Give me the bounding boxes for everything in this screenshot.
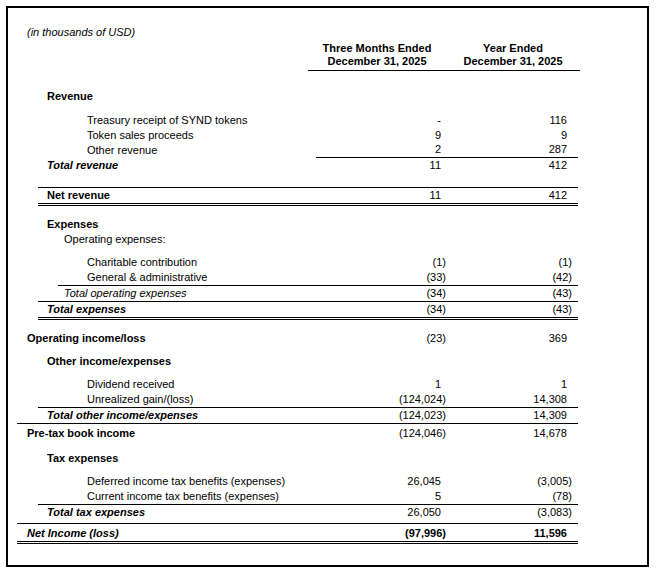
column-headers: Three Months Ended December 31, 2025 Yea… [308,42,580,71]
row-label: General & administrative [87,270,316,285]
column-header-line1: Three Months Ended [308,42,446,55]
column-header-line1: Year Ended [446,42,580,55]
section-header-other-income: Other income/expenses [47,354,578,369]
table-row: Treasury receipt of SYND tokens -116 [87,113,578,128]
row-label: Other revenue [87,143,316,158]
table-row: Current income tax benefits (expenses) 5… [38,489,578,505]
table-row: Other revenue 2287 [87,143,578,158]
value-year: (43) [446,302,572,317]
row-label: Total tax expenses [47,505,316,520]
value-year: 412 [446,158,572,173]
value-year: (42) [446,270,572,285]
pretax-income-row: Pre-tax book income (124,046)14,678 [17,423,578,441]
column-header-year: Year Ended December 31, 2025 [446,42,580,70]
total-operating-expenses-row: Total operating expenses (34)(43) [58,286,578,301]
value-three-months: (124,023) [316,408,446,423]
value-year: (43) [446,286,572,301]
table-row: Dividend received 11 [87,377,578,392]
units-note: (in thousands of USD) [27,26,659,39]
total-expenses-row: Total expenses (34)(43) [38,301,578,320]
value-three-months: (124,046) [316,426,446,441]
table-row: Charitable contribution (1)(1) [87,255,578,270]
value-year: 9 [446,128,572,143]
row-label: Token sales proceeds [87,128,316,143]
value-year: 14,308 [446,392,572,407]
row-label: Unrealized gain/(loss) [87,392,316,407]
value-three-months: 2 [316,142,446,157]
table-row: Unrealized gain/(loss) (124,024)14,308 [38,392,578,408]
section-header-expenses: Expenses [47,217,578,232]
value-three-months: 11 [316,188,446,203]
value-three-months: (34) [316,286,446,301]
row-label: Dividend received [87,377,316,392]
value-year: 287 [446,142,572,157]
value-year: (3,083) [446,505,572,520]
value-year: (1) [446,255,572,270]
value-three-months: (97,996) [316,526,446,541]
value-year: 1 [446,377,572,392]
income-statement-table: (in thousands of USD) Three Months Ended… [0,0,659,544]
row-label: Total revenue [47,158,316,173]
row-label: Other income/expenses [47,354,316,369]
row-label: Revenue [47,89,316,104]
value-year: (3,005) [446,474,572,489]
value-year: 116 [446,113,572,128]
value-three-months: 26,050 [316,505,446,520]
value-three-months: 26,045 [316,474,446,489]
value-three-months: (124,024) [316,392,446,407]
row-label: Operating income/loss [27,331,316,346]
value-three-months: 11 [316,158,446,173]
value-year: 412 [446,188,572,203]
value-year: (78) [446,489,572,504]
row-label: Total expenses [47,302,316,317]
row-label: Charitable contribution [87,255,316,270]
value-three-months: 9 [316,128,446,143]
total-revenue-row: Total revenue 11412 [47,158,578,173]
value-three-months: (34) [316,302,446,317]
row-label: Total other income/expenses [47,408,316,423]
net-revenue-row: Net revenue 11412 [38,187,578,206]
net-income-row: Net Income (loss) (97,996)11,596 [17,523,578,544]
value-three-months: 5 [316,489,446,504]
table-row: Deferred income tax benefits (expenses) … [87,474,578,489]
value-three-months: - [316,113,446,128]
value-three-months: (23) [316,331,446,346]
row-label: Current income tax benefits (expenses) [87,489,316,504]
table-row: Token sales proceeds 99 [87,128,578,143]
value-year: 14,309 [446,408,572,423]
row-label: Total operating expenses [64,286,316,301]
column-header-three-months: Three Months Ended December 31, 2025 [308,42,446,70]
table-row: General & administrative (33)(42) [58,270,578,286]
value-year: 14,678 [446,426,572,441]
column-header-line2: December 31, 2025 [446,55,580,68]
total-other-income-row: Total other income/expenses (124,023)14,… [38,408,578,423]
row-label: Net Income (loss) [27,526,316,541]
row-label: Treasury receipt of SYND tokens [87,113,316,128]
row-label: Expenses [47,217,316,232]
section-header-tax-expenses: Tax expenses [47,451,578,466]
column-header-line2: December 31, 2025 [308,55,446,68]
section-header-revenue: Revenue [47,89,578,104]
value-three-months: (1) [316,255,446,270]
subsection-operating-expenses: Operating expenses: [64,232,578,247]
income-statement-page: (in thousands of USD) Three Months Ended… [0,0,659,577]
value-year: 369 [446,331,572,346]
operating-income-row: Operating income/loss (23)369 [27,331,578,346]
row-label: Tax expenses [47,451,316,466]
row-label: Pre-tax book income [27,426,316,441]
row-label: Operating expenses: [64,232,316,247]
value-three-months: (33) [316,270,446,285]
row-label: Net revenue [47,188,316,203]
value-year: 11,596 [446,526,572,541]
row-label: Deferred income tax benefits (expenses) [87,474,316,489]
value-three-months: 1 [316,377,446,392]
total-tax-expenses-row: Total tax expenses 26,050(3,083) [38,505,578,520]
